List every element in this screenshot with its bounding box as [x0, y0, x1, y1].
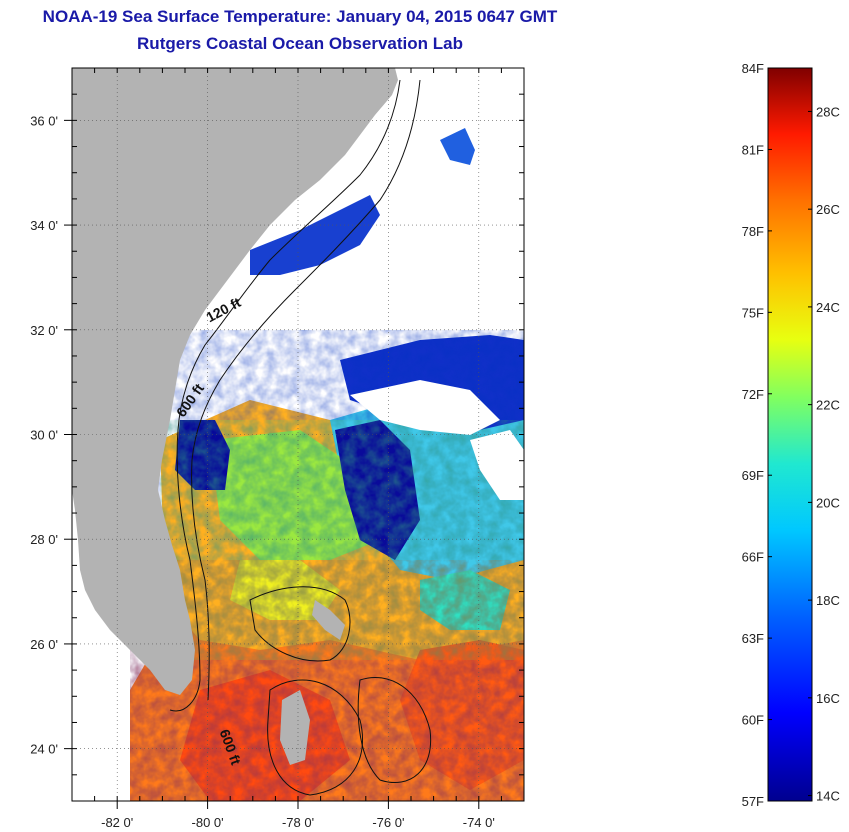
- colorbar-c-label: 14C: [816, 789, 840, 804]
- colorbar-c-label: 22C: [816, 398, 840, 413]
- lat-axis: 36 0' 34 0' 32 0' 30 0' 28 0' 26 0' 24 0': [30, 67, 524, 802]
- lat-tick-label: 30 0': [30, 428, 58, 443]
- land: [72, 68, 398, 765]
- map-subtitle: Rutgers Coastal Ocean Observation Lab: [137, 34, 463, 53]
- contour-120ft: [169, 79, 401, 712]
- colorbar-fahrenheit-labels: 84F 81F 78F 75F 72F 69F 66F 63F 60F 57F: [742, 61, 772, 809]
- lat-tick-label: 32 0': [30, 323, 58, 338]
- colorbar: 84F 81F 78F 75F 72F 69F 66F 63F 60F 57F 28C 26C 24C…: [742, 61, 840, 809]
- lon-tick-label: -82 0': [101, 815, 133, 830]
- lon-axis: -82 0' -80 0' -78 0' -76 0' -74 0': [71, 68, 525, 830]
- colorbar-f-label: 57F: [742, 794, 764, 809]
- colorbar-celsius-labels: 28C 26C 24C 22C 20C 18C 16C 14C: [808, 104, 840, 804]
- colorbar-f-label: 69F: [742, 468, 764, 483]
- sst-texture-green: [160, 420, 524, 660]
- lon-tick-label: -74 0': [463, 815, 495, 830]
- sst-field: [130, 128, 524, 801]
- land-bahamas-abaco: [312, 600, 345, 640]
- land-bahamas-andros: [280, 690, 310, 765]
- lat-tick-label: 26 0': [30, 637, 58, 652]
- contour-600ft: [191, 79, 421, 701]
- contour-bahamas-south: [267, 679, 364, 796]
- colorbar-f-label: 72F: [742, 387, 764, 402]
- lon-tick-label: -76 0': [372, 815, 404, 830]
- lat-tick-label: 34 0': [30, 218, 58, 233]
- colorbar-f-label: 66F: [742, 550, 764, 565]
- sst-carolina-shelf: [250, 195, 380, 275]
- map-area: 120 ft 600 ft 600 ft: [72, 68, 524, 801]
- lon-tick-label: -80 0': [192, 815, 224, 830]
- lat-tick-label: 28 0': [30, 532, 58, 547]
- lat-tick-label: 36 0': [30, 113, 58, 128]
- colorbar-c-label: 20C: [816, 495, 840, 510]
- sst-hatteras-patch: [440, 128, 475, 165]
- colorbar-gradient: [767, 67, 813, 802]
- contour-bank-east: [357, 676, 432, 784]
- lon-tick-label: -78 0': [282, 815, 314, 830]
- land-mainland: [72, 68, 398, 695]
- colorbar-c-label: 26C: [816, 202, 840, 217]
- lat-tick-label: 24 0': [30, 742, 58, 757]
- colorbar-f-label: 78F: [742, 224, 764, 239]
- colorbar-c-label: 24C: [816, 300, 840, 315]
- colorbar-f-label: 60F: [742, 713, 764, 728]
- grid-lines: [72, 68, 524, 801]
- cloud-patch: [350, 380, 500, 435]
- colorbar-c-label: 16C: [816, 691, 840, 706]
- colorbar-c-label: 18C: [816, 593, 840, 608]
- colorbar-c-label: 28C: [816, 104, 840, 119]
- contour-bahamas: [249, 586, 351, 662]
- colorbar-f-label: 81F: [742, 142, 764, 157]
- colorbar-f-label: 63F: [742, 631, 764, 646]
- cloud-patch: [470, 430, 524, 500]
- map-title: NOAA-19 Sea Surface Temperature: January…: [42, 7, 558, 26]
- colorbar-f-label: 75F: [742, 305, 764, 320]
- colorbar-f-label: 84F: [742, 61, 764, 76]
- bathymetry-contours: [169, 79, 432, 796]
